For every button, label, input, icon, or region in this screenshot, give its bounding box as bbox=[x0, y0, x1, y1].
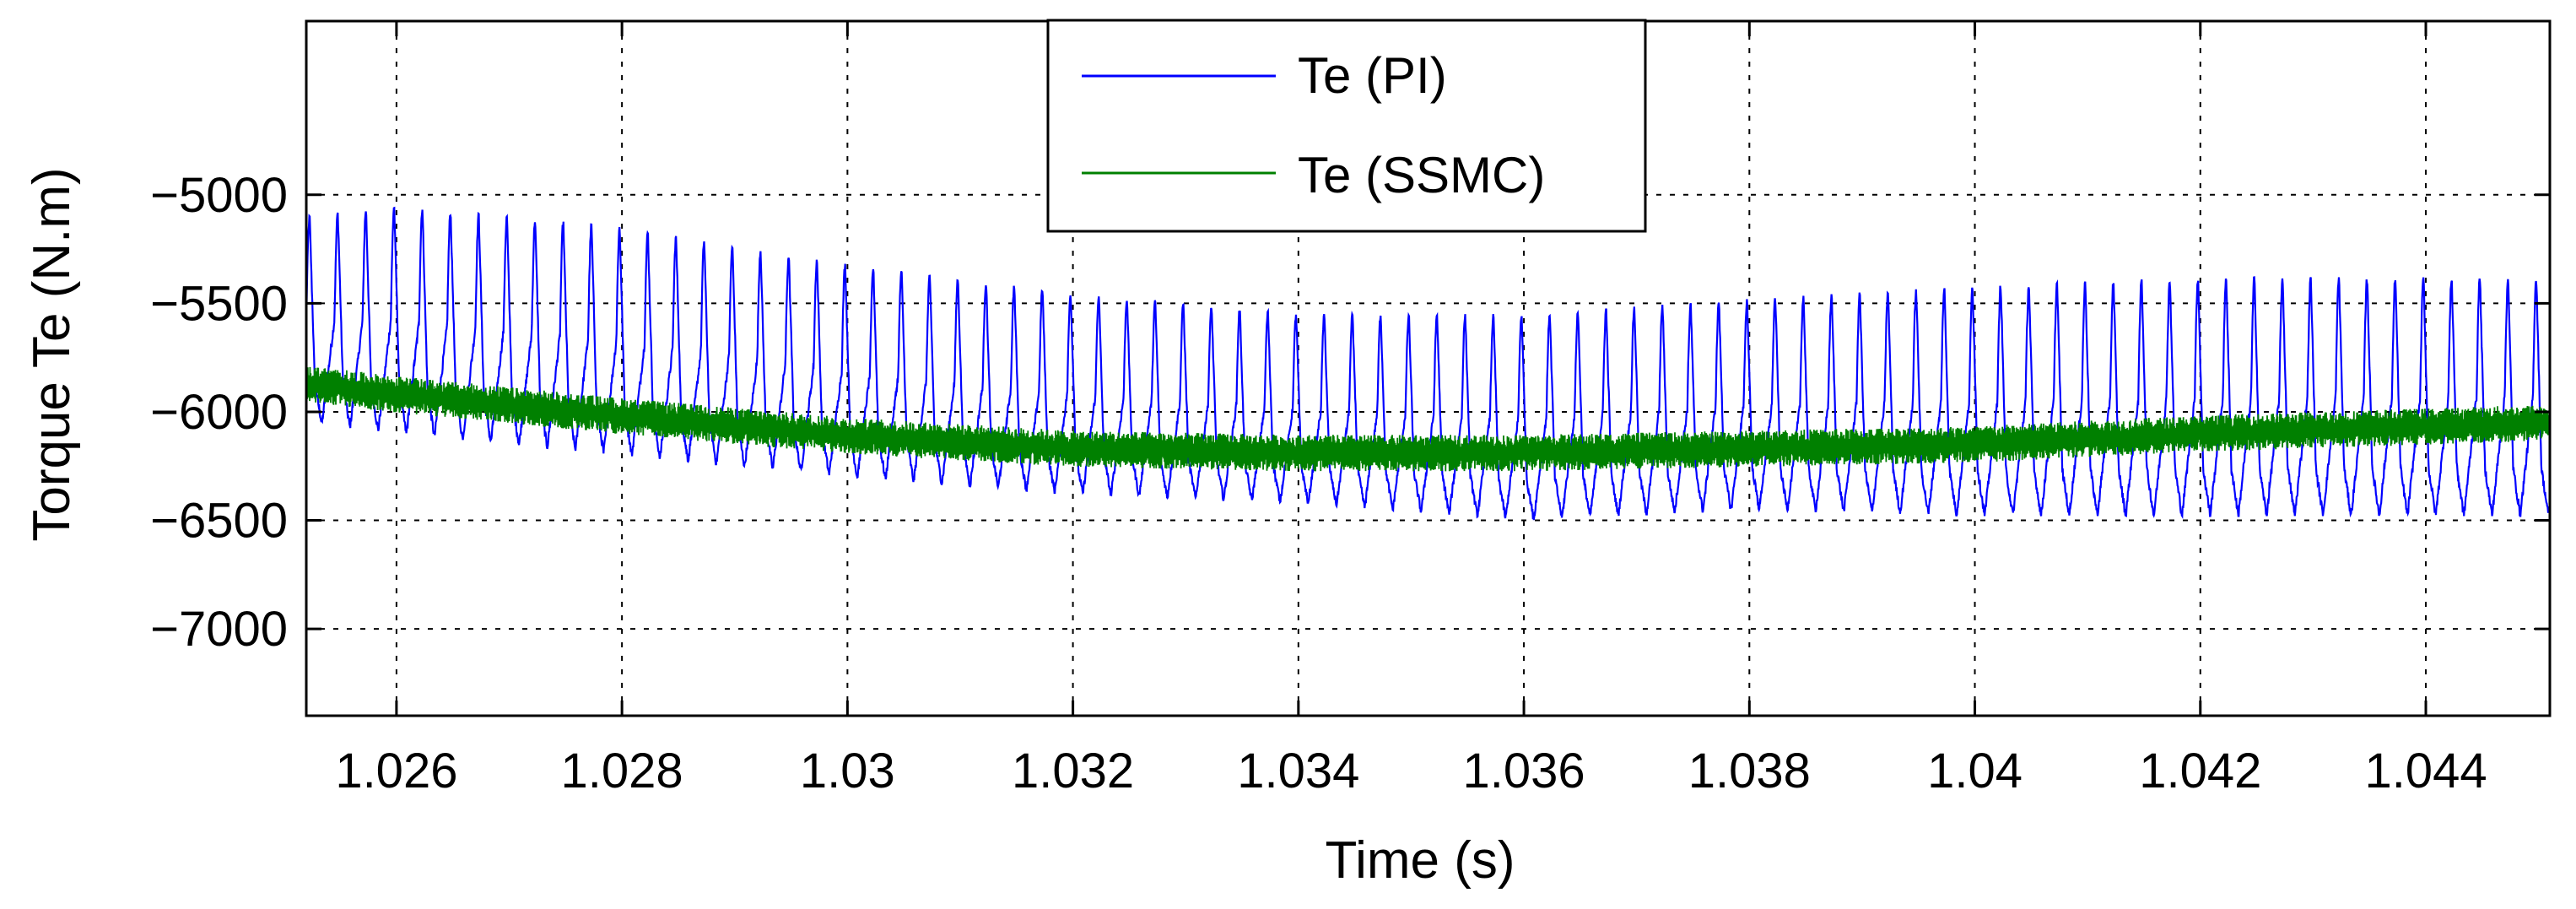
x-tick-label: 1.032 bbox=[1012, 744, 1134, 798]
y-tick-label: −5500 bbox=[150, 276, 288, 331]
x-tick-label: 1.026 bbox=[335, 744, 457, 798]
x-tick-label: 1.042 bbox=[2139, 744, 2261, 798]
x-tick-label: 1.034 bbox=[1237, 744, 1359, 798]
y-tick-label: −6000 bbox=[150, 385, 288, 440]
series-line-ssmc bbox=[306, 366, 2550, 472]
x-axis-ticks: 1.026 1.028 1.03 1.032 1.034 1.036 1.038 1.04 1.… bbox=[335, 21, 2487, 798]
legend-box bbox=[1046, 19, 1647, 233]
y-axis-label: Torque Te (N.m) bbox=[23, 167, 81, 541]
y-tick-label: −7000 bbox=[150, 602, 288, 657]
y-axis-ticks: −5000 −5500 −6000 −6500 −7000 bbox=[150, 168, 2550, 657]
x-tick-label: 1.036 bbox=[1462, 744, 1585, 798]
y-tick-label: −6500 bbox=[150, 494, 288, 549]
x-tick-label: 1.038 bbox=[1688, 744, 1811, 798]
legend-label-ssmc: Te (SSMC) bbox=[1298, 147, 1545, 203]
x-tick-label: 1.028 bbox=[561, 744, 683, 798]
x-tick-label: 1.04 bbox=[1927, 744, 2022, 798]
legend-label-pi: Te (PI) bbox=[1298, 47, 1447, 104]
series-layer bbox=[306, 206, 2550, 521]
x-axis-label: Time (s) bbox=[1326, 831, 1515, 890]
y-tick-label: −5000 bbox=[150, 168, 288, 223]
x-tick-label: 1.044 bbox=[2364, 744, 2487, 798]
x-tick-label: 1.03 bbox=[800, 744, 895, 798]
legend: Te (PI) Te (SSMC) bbox=[1046, 19, 1647, 233]
